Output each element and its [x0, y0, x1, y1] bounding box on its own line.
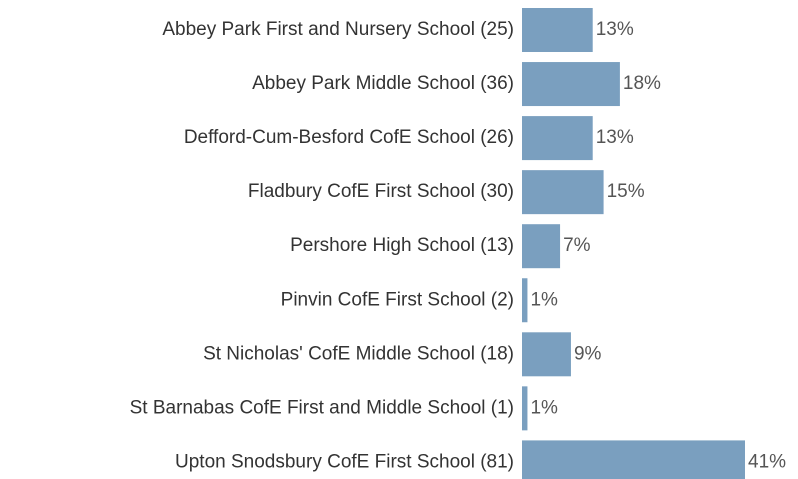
category-label: St Nicholas' CofE Middle School (18)	[203, 343, 514, 364]
bar	[522, 116, 593, 161]
value-label: 13%	[596, 19, 634, 40]
value-label: 41%	[748, 451, 786, 472]
bar	[522, 170, 604, 215]
value-label: 15%	[607, 181, 645, 202]
bar	[522, 440, 745, 479]
value-label: 1%	[530, 289, 558, 310]
bar	[522, 62, 620, 107]
category-label: Fladbury CofE First School (30)	[248, 181, 514, 202]
value-label: 18%	[623, 73, 661, 94]
bar	[522, 224, 561, 269]
value-label: 13%	[596, 127, 634, 148]
category-label: Pinvin CofE First School (2)	[281, 289, 514, 310]
bar	[522, 278, 528, 323]
category-label: Abbey Park First and Nursery School (25)	[162, 19, 514, 40]
category-label: Upton Snodsbury CofE First School (81)	[175, 451, 514, 472]
category-label: Pershore High School (13)	[290, 235, 514, 256]
category-label: Defford-Cum-Besford CofE School (26)	[184, 127, 514, 148]
value-label: 1%	[530, 397, 558, 418]
category-label: Abbey Park Middle School (36)	[252, 73, 514, 94]
bar	[522, 332, 571, 377]
value-label: 9%	[574, 343, 602, 364]
value-label: 7%	[563, 235, 591, 256]
category-label: St Barnabas CofE First and Middle School…	[130, 397, 514, 418]
bar	[522, 386, 528, 431]
bar	[522, 8, 593, 52]
